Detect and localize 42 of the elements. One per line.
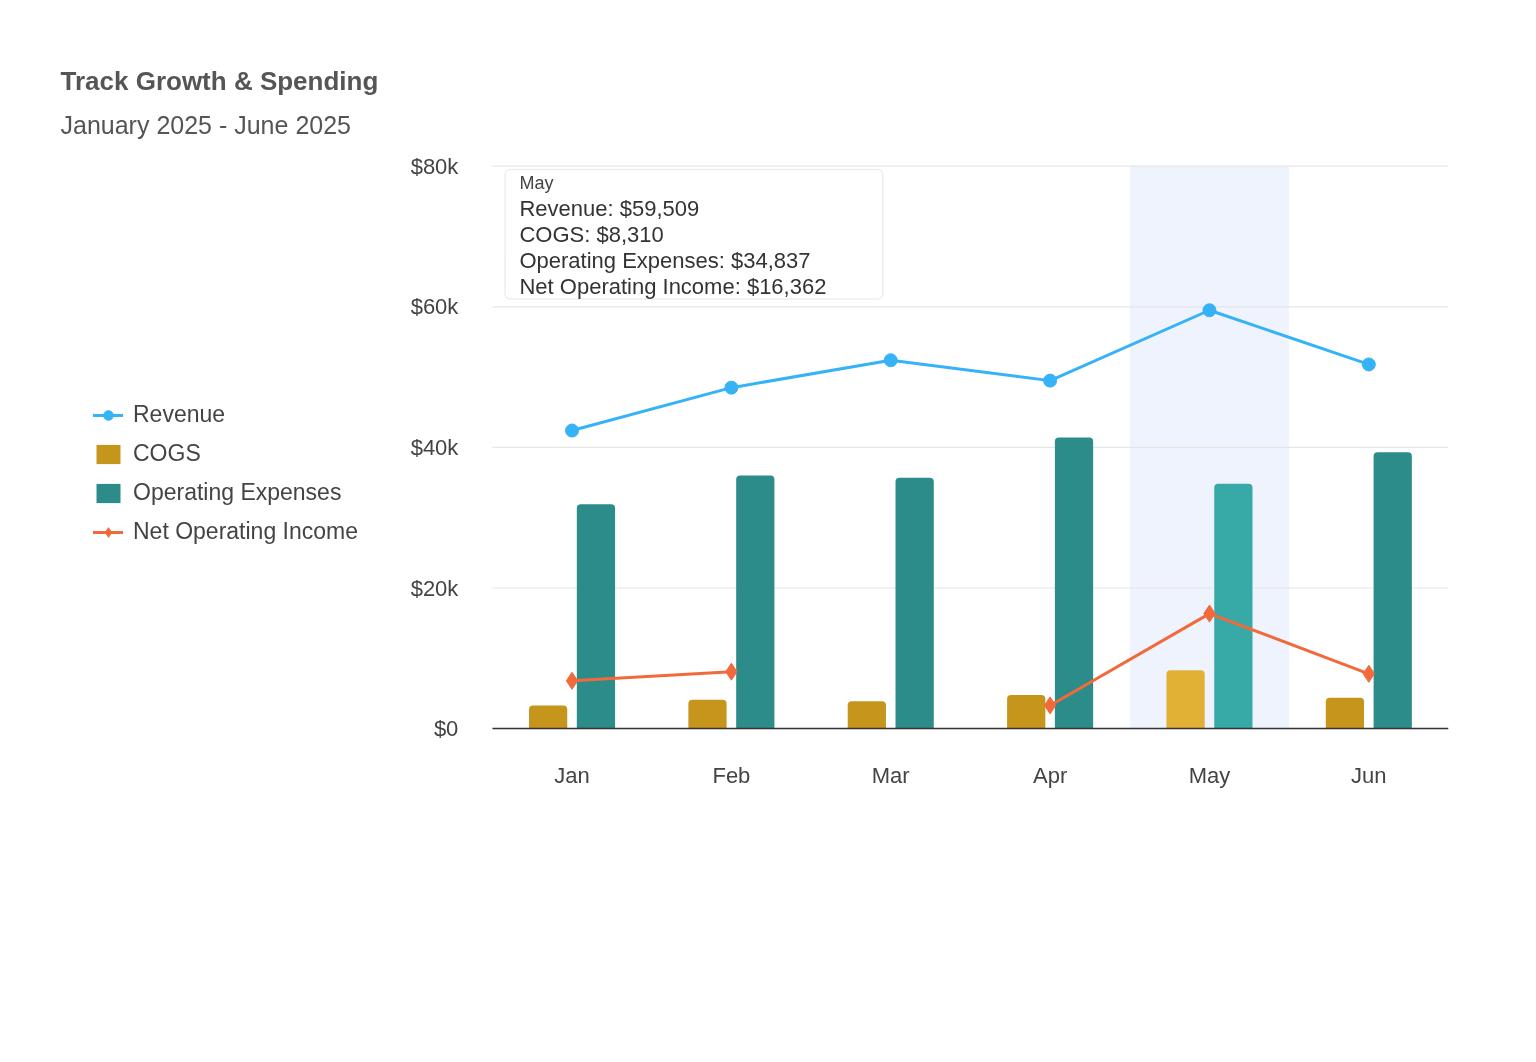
annotation: Operating Expenses: $34,837 — [519, 248, 811, 274]
bar — [1007, 694, 1046, 729]
legend-label: Net Operating Income — [133, 518, 359, 545]
bar — [1325, 697, 1365, 729]
annotation: May — [519, 173, 554, 194]
point — [724, 380, 739, 395]
bar — [1214, 483, 1253, 729]
point — [883, 353, 898, 368]
y-tick-label: $60k — [410, 294, 460, 320]
bar — [529, 705, 568, 729]
point — [1361, 357, 1376, 372]
bar — [895, 477, 934, 729]
annotation: COGS: $8,310 — [519, 222, 664, 248]
y-tick-label: $0 — [433, 716, 459, 742]
bar — [1054, 437, 1094, 729]
y-tick-label: $20k — [410, 575, 460, 601]
x-tick-label: Jun — [1351, 762, 1387, 788]
point — [1043, 373, 1058, 388]
x-tick-label: Mar — [871, 762, 910, 788]
x-tick-label: Apr — [1032, 762, 1068, 788]
legend-label: Revenue — [133, 401, 226, 428]
y-tick-label: $40k — [410, 434, 460, 460]
point — [565, 671, 579, 690]
bar — [576, 504, 616, 729]
annotation: Revenue: $59,509 — [519, 196, 700, 222]
bar — [1373, 452, 1412, 729]
text: January 2025 - June 2025 — [60, 110, 351, 139]
x-tick-label: May — [1188, 762, 1231, 788]
legend-label: COGS — [133, 440, 201, 467]
x-tick-label: Jan — [554, 762, 590, 788]
text: Track Growth & Spending — [60, 65, 379, 96]
point — [565, 423, 580, 438]
legend-label: Operating Expenses — [133, 479, 342, 506]
bar — [847, 701, 886, 729]
bar — [688, 699, 727, 729]
bar — [1166, 670, 1205, 729]
point — [1043, 696, 1057, 715]
point — [1202, 303, 1217, 318]
x-tick-label: Feb — [712, 762, 751, 788]
annotation: Net Operating Income: $16,362 — [519, 274, 827, 300]
bar — [736, 475, 775, 729]
y-tick-label: $80k — [410, 153, 460, 179]
